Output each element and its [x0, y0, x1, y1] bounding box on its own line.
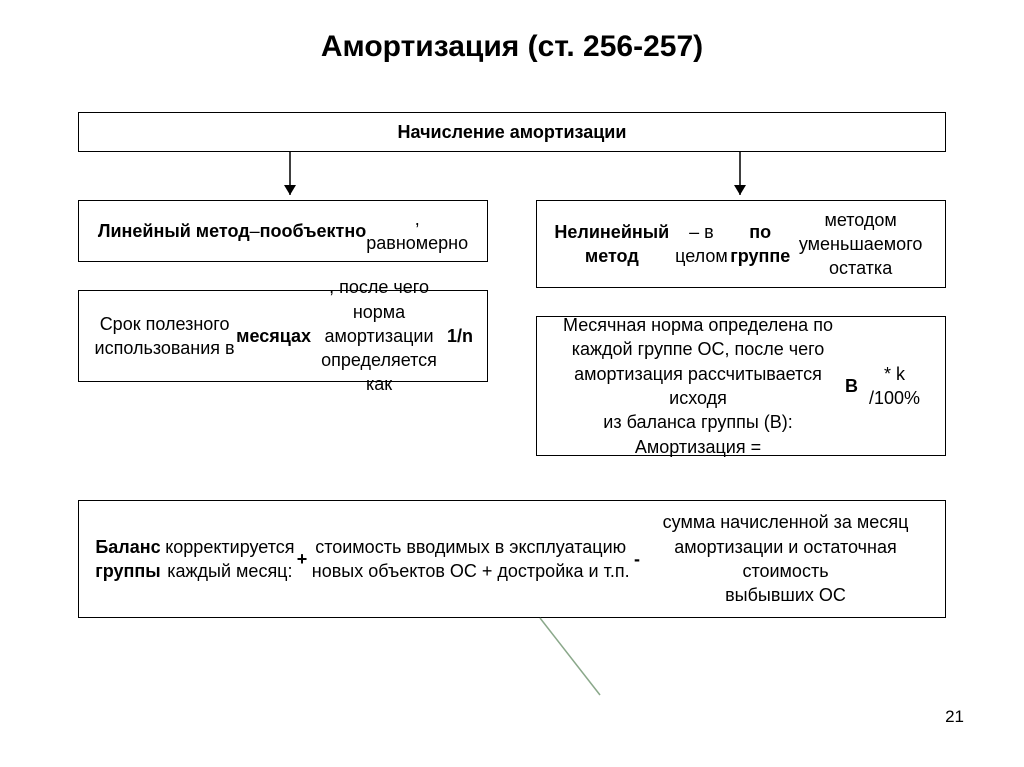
box-header: Начисление амортизации	[78, 112, 946, 152]
box-right1: Нелинейный метод – в целом погруппе мето…	[536, 200, 946, 288]
page-title: Амортизация (ст. 256-257)	[0, 0, 1024, 89]
box-bottom: Баланс группы корректируется каждый меся…	[78, 500, 946, 618]
box-left1: Линейный метод – пообъектно,равномерно	[78, 200, 488, 262]
box-left2: Срок полезного использования вмесяцах, п…	[78, 290, 488, 382]
box-right2: Месячная норма определена покаждой групп…	[536, 316, 946, 456]
page-number: 21	[945, 707, 964, 727]
